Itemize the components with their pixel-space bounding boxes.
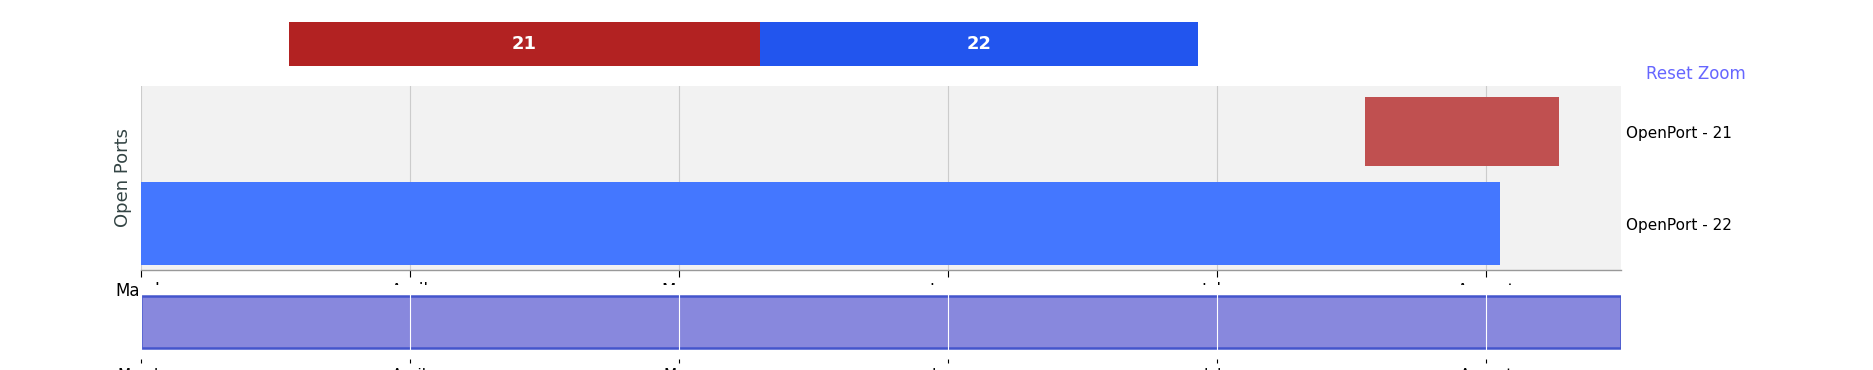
Bar [140,182,1498,265]
Text: 22: 22 [966,35,991,53]
Text: Reset Zoom: Reset Zoom [1644,65,1746,83]
Bar [140,296,1620,348]
Y-axis label: Open Ports: Open Ports [114,128,133,227]
Bar [759,22,1197,66]
Text: 21: 21 [511,35,536,53]
Bar [288,22,759,66]
Bar [1365,97,1558,166]
